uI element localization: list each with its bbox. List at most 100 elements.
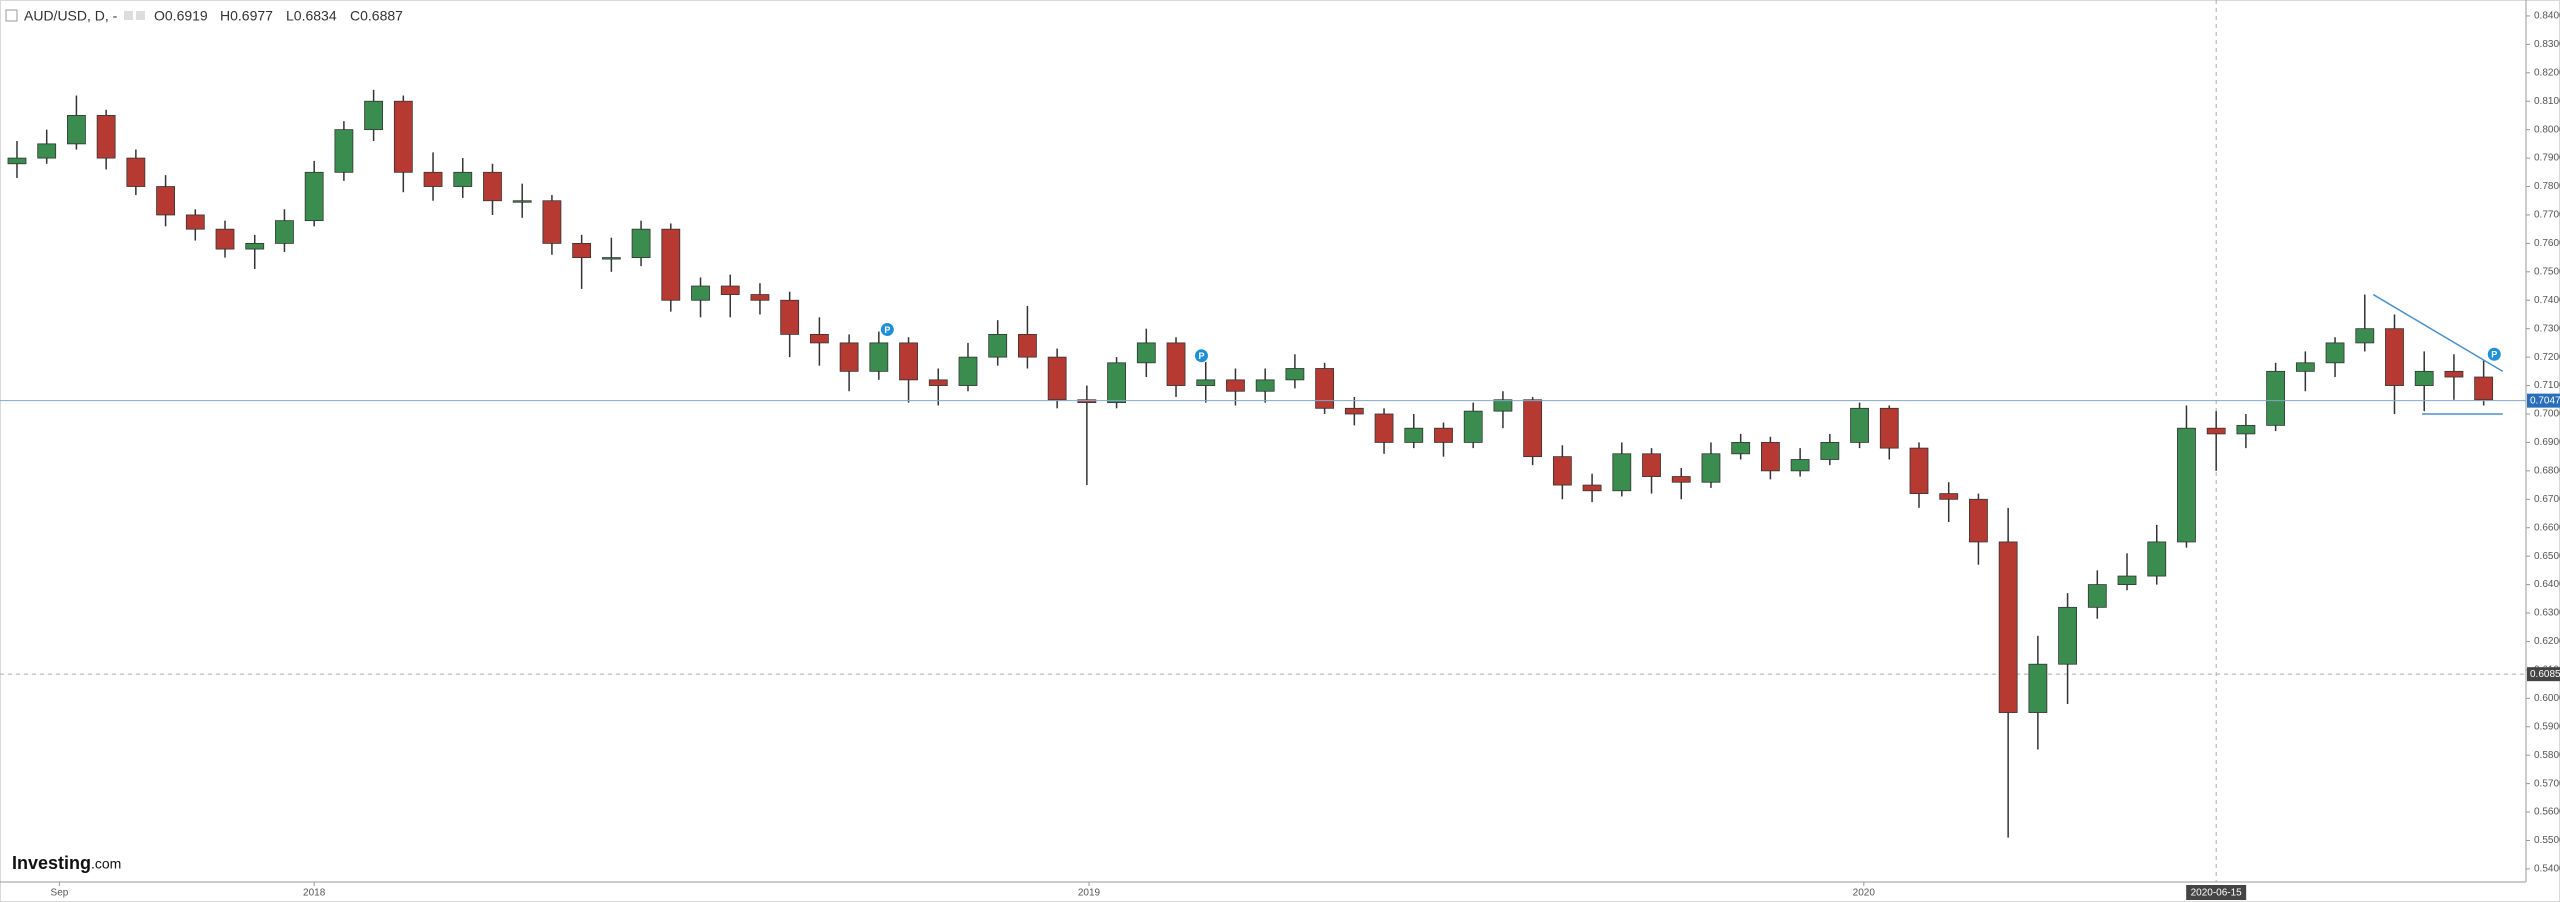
event-marker-label: P [1198,351,1204,361]
candle-body [601,257,621,260]
event-marker [879,322,895,338]
ohlc-close: C0.6887 [350,8,403,24]
candle-body [1701,453,1721,483]
candle-body [1760,442,1780,472]
candle-body [1196,379,1216,386]
candle-body [869,342,889,372]
candle-body [1523,399,1543,458]
candle-body [2474,376,2494,401]
symbol-icon [5,9,18,22]
candle-body [1344,407,1364,415]
candle-body [2147,541,2167,577]
candle-body [512,200,532,203]
candle-body [2414,370,2434,386]
candle-body [2028,663,2048,713]
candle-body [7,157,27,165]
candle-body [275,220,294,244]
candle-body [1612,453,1632,492]
candle-body [1998,541,2018,713]
candle-body [1255,379,1275,392]
candle-body [1018,333,1037,358]
candle-body [1493,399,1513,412]
candle-body [2087,584,2107,608]
candle-body [1879,407,1899,449]
candle-body [1166,342,1186,386]
crosshair-x-label: 2020-06-15 [2191,888,2243,899]
event-marker [1193,348,1209,364]
candle-body [96,115,116,159]
ohlc-low: L0.6834 [286,8,337,24]
candle-body [2355,328,2375,344]
watermark-brand: Investing [12,853,91,873]
ohlc-open: O0.6919 [154,8,208,24]
candle-body [2177,427,2196,543]
candle-body [1969,498,1988,543]
candle-body [1047,356,1067,401]
event-marker-label: P [884,325,890,335]
candle-body [542,200,562,244]
candle-body [364,100,384,131]
y-tick-label: 0.8400 [2534,11,2560,22]
candle-body [2325,342,2345,364]
candle-body [156,186,175,216]
crosshair-x-box [2186,885,2247,900]
candle-body [631,228,651,259]
event-marker [2486,346,2502,362]
candle-body [2385,328,2404,386]
x-tick-label: 2019 [1078,888,1101,899]
toggle-icon [136,11,145,20]
candle-body [304,171,324,222]
candle-body [1939,493,1959,500]
candle-body [899,342,918,381]
event-marker-label: P [2491,350,2497,360]
candle-body [1552,456,1572,486]
toggle-icon [124,11,133,20]
candle-body [334,129,354,173]
x-tick-label: 2020 [1853,888,1876,899]
candle-body [483,171,502,202]
candle-body [1850,407,1869,443]
candle-body [839,342,859,372]
candle-body [1642,453,1661,477]
candle-body [126,157,146,187]
candle-body [1671,476,1691,483]
candle-body [691,285,710,301]
candle-body [928,379,948,386]
trendline [2372,293,2504,372]
candle-body [1582,484,1602,492]
candle-body [2117,575,2137,585]
candle-body [2236,424,2256,435]
candle-body [393,100,413,173]
x-tick-label: 2018 [303,888,326,899]
candle-body [215,228,235,250]
candle-body [2058,606,2077,665]
watermark-domain: .com [91,856,121,872]
candle-body [1285,368,1305,381]
candle-body [1226,379,1245,392]
candle-body [67,115,86,145]
candle-body [1404,427,1424,443]
candle-body [1077,399,1097,404]
candle-body [2295,362,2315,372]
candle-body [958,356,978,386]
